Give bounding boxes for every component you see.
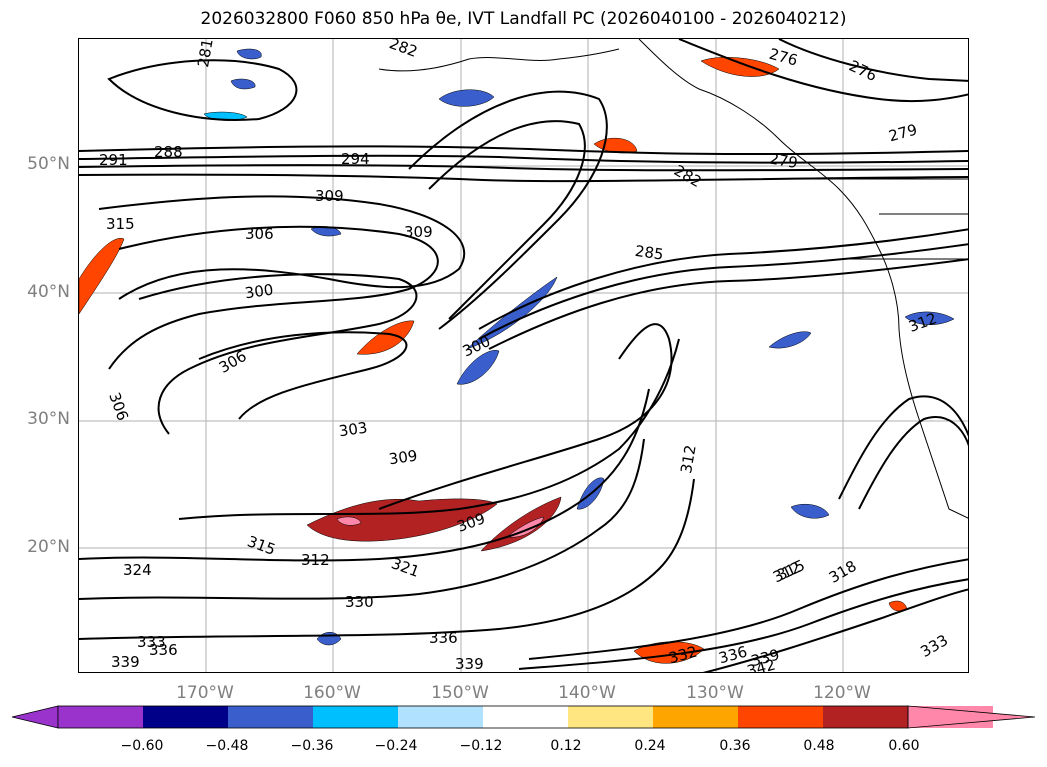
- lat-label-50: 50°N: [27, 154, 70, 174]
- contour-label: 312: [677, 443, 700, 474]
- contour-label: 300: [244, 281, 275, 303]
- colorbar-segment: [483, 706, 568, 728]
- contour-label: 276: [846, 57, 880, 85]
- lat-label-30: 30°N: [27, 409, 70, 429]
- patch-blue-aleut-1: [236, 48, 262, 60]
- contour-label: 324: [123, 561, 152, 579]
- contour-label: 309: [404, 223, 433, 241]
- coastline: [378, 39, 968, 519]
- lon-label-140w: 140°W: [558, 683, 616, 703]
- contour-label: 330: [345, 593, 374, 611]
- patch-orange-west: [79, 237, 125, 315]
- contour-label: 321: [389, 554, 422, 581]
- colorbar-tick-label: 0.60: [888, 738, 920, 754]
- colorbar-tick-label: 0.24: [634, 738, 666, 754]
- colorbar-segment: [738, 706, 823, 728]
- colorbar-tick-label: 0.36: [719, 738, 751, 754]
- map-title: 2026032800 F060 850 hPa θe, IVT Landfall…: [200, 9, 847, 29]
- patch-blue-east-2: [768, 331, 812, 349]
- lat-label-40: 40°N: [27, 282, 70, 302]
- colorbar-tick-label: −0.60: [120, 738, 164, 754]
- colorbar-segment: [313, 706, 398, 728]
- lon-label-150w: 150°W: [431, 683, 489, 703]
- contour-label: 281: [194, 39, 217, 69]
- colorbar-tick-label: −0.48: [205, 738, 249, 754]
- contour-label: 303: [338, 419, 369, 441]
- contour-label: 309: [388, 447, 419, 469]
- colorbar-segment: [823, 706, 908, 728]
- contour-label: 279: [768, 149, 799, 172]
- contour-label: 315: [245, 532, 278, 559]
- contour-label: 315: [106, 215, 135, 233]
- patch-blue-aleut-2: [230, 78, 256, 90]
- colorbar-arrow-left: [11, 705, 59, 729]
- colorbar-segment: [143, 706, 228, 728]
- patch-blue-sw-2: [316, 632, 342, 646]
- colorbar-tick-label: 0.48: [803, 738, 835, 754]
- contour-label: 333: [917, 631, 951, 661]
- contour-label: 291: [99, 151, 128, 169]
- contour-label: 306: [245, 225, 274, 243]
- patch-blue-sw: [790, 504, 830, 519]
- contour-label: 288: [154, 143, 183, 161]
- colorbar-segment: [568, 706, 653, 728]
- patch-orange-ne: [700, 57, 780, 77]
- contour-label: 339: [749, 645, 781, 670]
- contour-label: 312: [906, 309, 939, 336]
- contour-label: 336: [149, 641, 178, 659]
- contour-label: 336: [429, 629, 458, 647]
- patch-orange-center: [356, 320, 415, 355]
- lon-label-120w: 120°W: [813, 683, 871, 703]
- patch-blue-center: [466, 276, 558, 350]
- colorbar-tick-label: −0.12: [459, 738, 503, 754]
- patch-blue-center-2: [456, 349, 500, 385]
- colorbar-segment: [653, 706, 738, 728]
- lon-label-160w: 160°W: [303, 683, 361, 703]
- colorbar-segment: [228, 706, 313, 728]
- colorbar-tick-label: −0.24: [374, 738, 418, 754]
- contour-label: 339: [111, 653, 140, 671]
- patch-red-jet: [480, 496, 562, 552]
- contour-label: 339: [455, 655, 484, 673]
- contour-labels: 281 282 276 276 279 279 291 288 294 282 …: [99, 39, 951, 673]
- ivt-anomaly-patches: [79, 48, 955, 664]
- contour-label: 282: [387, 39, 420, 61]
- theta-e-contours: [79, 39, 968, 672]
- colorbar-outline: [57, 705, 909, 729]
- patch-pink-jet: [506, 516, 545, 538]
- colorbar-tick-label: 0.12: [550, 738, 582, 754]
- colorbar-segments: [11, 705, 1036, 729]
- patch-blue-gulf: [438, 89, 495, 107]
- contour-label: 333: [137, 633, 166, 651]
- contour-label: 309: [315, 187, 344, 205]
- contour-label: 294: [341, 150, 370, 168]
- lat-label-20: 20°N: [27, 537, 70, 557]
- colorbar-segment: [58, 706, 143, 728]
- colorbar-tick-label: −0.36: [290, 738, 334, 754]
- colorbar-segment: [398, 706, 483, 728]
- lon-label-170w: 170°W: [176, 683, 234, 703]
- lon-label-130w: 130°W: [686, 683, 744, 703]
- colorbar: [11, 705, 1036, 729]
- contour-label: 312: [301, 551, 330, 569]
- contour-label: 306: [105, 390, 132, 423]
- contour-label: 285: [634, 242, 665, 264]
- patch-blue-north-wc: [904, 311, 955, 325]
- patch-pink-south: [336, 516, 362, 526]
- map-panel: 281 282 276 276 279 279 291 288 294 282 …: [78, 38, 969, 673]
- contour-label: 279: [887, 121, 919, 146]
